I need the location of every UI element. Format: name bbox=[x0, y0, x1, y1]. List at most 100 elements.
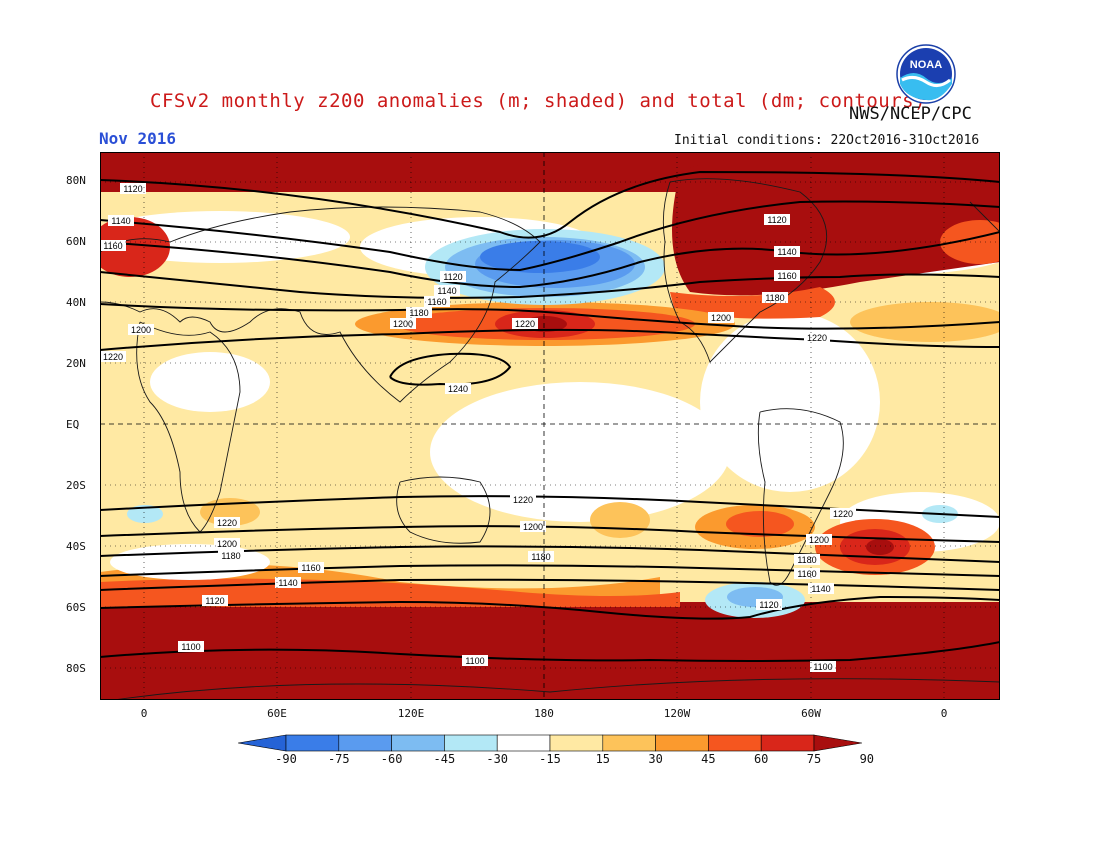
colorbar-cell bbox=[238, 734, 287, 752]
svg-text:1160: 1160 bbox=[301, 563, 320, 573]
colorbar-cell bbox=[391, 734, 445, 752]
lat-grid bbox=[100, 181, 1000, 669]
colorbar-cell bbox=[285, 734, 340, 752]
colorbar-cells bbox=[238, 734, 862, 752]
svg-text:1160: 1160 bbox=[427, 297, 446, 307]
contour-label: 1180 bbox=[218, 550, 244, 561]
colorbar-cell bbox=[549, 734, 604, 752]
contour-label: 1220 bbox=[214, 517, 240, 528]
lat-label: EQ bbox=[66, 418, 80, 431]
contour-label: 1200 bbox=[128, 324, 154, 335]
contour-label: 1100 bbox=[462, 655, 488, 666]
svg-text:1200: 1200 bbox=[809, 535, 829, 545]
contour-label: 1140 bbox=[275, 577, 301, 588]
svg-text:1180: 1180 bbox=[531, 552, 550, 562]
colorbar bbox=[238, 734, 862, 752]
colorbar-label: -90 bbox=[275, 752, 297, 766]
svg-text:1240: 1240 bbox=[448, 384, 468, 394]
contour-label: 1200 bbox=[806, 534, 832, 545]
svg-text:1200: 1200 bbox=[217, 539, 237, 549]
lat-label: 80N bbox=[66, 174, 86, 187]
contour-label: 1220 bbox=[830, 508, 856, 519]
svg-text:1220: 1220 bbox=[833, 509, 853, 519]
colorbar-label: 60 bbox=[753, 752, 769, 766]
svg-text:1120: 1120 bbox=[759, 600, 778, 610]
colorbar-label: 30 bbox=[648, 752, 663, 766]
colorbar-label: -75 bbox=[327, 752, 350, 766]
coastlines bbox=[100, 178, 1000, 700]
lon-label: 120W bbox=[663, 707, 691, 720]
contour-label: 1180 bbox=[406, 307, 432, 318]
contour-label: 1140 bbox=[434, 285, 460, 296]
contour-label: 1200 bbox=[520, 521, 546, 532]
lon-label: 60E bbox=[267, 707, 287, 720]
contour-label: 1160 bbox=[424, 296, 450, 307]
contour-label: 1140 bbox=[808, 583, 834, 594]
colorbar-cell bbox=[813, 734, 862, 752]
month-label: Nov 2016 bbox=[99, 129, 177, 148]
lat-label: 20N bbox=[66, 357, 86, 370]
svg-text:1140: 1140 bbox=[811, 584, 830, 594]
contour-label: 1120 bbox=[756, 599, 782, 610]
contour-label: 1160 bbox=[298, 562, 324, 573]
svg-text:1140: 1140 bbox=[278, 578, 297, 588]
svg-text:1120: 1120 bbox=[123, 184, 142, 194]
svg-text:1120: 1120 bbox=[767, 215, 786, 225]
lat-label: 60S bbox=[66, 601, 86, 614]
colorbar-cell bbox=[708, 734, 762, 752]
lon-label: 60W bbox=[801, 707, 821, 720]
contour-label: 1160 bbox=[774, 270, 800, 281]
contour-label: 1220 bbox=[512, 318, 538, 329]
contour-label: 1100 bbox=[810, 661, 836, 672]
colorbar-label: -60 bbox=[380, 752, 403, 766]
svg-text:1160: 1160 bbox=[797, 569, 816, 579]
lon-label: 180 bbox=[534, 707, 554, 720]
svg-text:1140: 1140 bbox=[777, 247, 796, 257]
contour-label: 1200 bbox=[708, 312, 734, 323]
contour-label: 1240 bbox=[445, 383, 471, 394]
svg-text:1200: 1200 bbox=[523, 522, 543, 532]
svg-text:1180: 1180 bbox=[409, 308, 428, 318]
svg-text:1100: 1100 bbox=[813, 662, 832, 672]
colorbar-label: -15 bbox=[539, 752, 561, 766]
svg-text:1220: 1220 bbox=[513, 495, 533, 505]
contour-label: 1120 bbox=[202, 595, 228, 606]
initial-conditions: Initial conditions: 22Oct2016-31Oct2016 bbox=[674, 133, 980, 148]
contour-labels: 1120 1140 1160 1200 1220 1120 1140 1160 … bbox=[100, 183, 856, 672]
anomaly-shading bbox=[100, 152, 1000, 700]
svg-text:1200: 1200 bbox=[393, 319, 413, 329]
anomaly-map: 1120 1140 1160 1200 1220 1120 1140 1160 … bbox=[100, 152, 1000, 700]
svg-text:1140: 1140 bbox=[437, 286, 456, 296]
lon-label: 120E bbox=[397, 707, 425, 720]
contour-label: 1120 bbox=[764, 214, 790, 225]
colorbar-label: 75 bbox=[806, 752, 822, 766]
org-label: NWS/NCEP/CPC bbox=[849, 104, 972, 124]
lon-label: 0 bbox=[940, 707, 948, 720]
noaa-logo: NOAA bbox=[896, 44, 956, 104]
lon-label: 0 bbox=[140, 707, 148, 720]
svg-text:1220: 1220 bbox=[217, 518, 237, 528]
svg-text:1160: 1160 bbox=[103, 241, 122, 251]
contour-label: 1220 bbox=[510, 494, 536, 505]
colorbar-cell bbox=[602, 734, 656, 752]
svg-text:1220: 1220 bbox=[515, 319, 535, 329]
svg-text:1100: 1100 bbox=[181, 642, 200, 652]
colorbar-cell bbox=[338, 734, 392, 752]
svg-text:1140: 1140 bbox=[111, 216, 130, 226]
lat-label: 80S bbox=[66, 662, 86, 675]
contour-label: 1160 bbox=[794, 568, 820, 579]
svg-text:1100: 1100 bbox=[465, 656, 484, 666]
chart-title: CFSv2 monthly z200 anomalies (m; shaded)… bbox=[150, 90, 927, 112]
colorbar-cell bbox=[496, 734, 551, 752]
contour-label: 1180 bbox=[794, 554, 820, 565]
contour-label: 1220 bbox=[100, 351, 126, 362]
contour-label: 1160 bbox=[100, 240, 126, 251]
lat-label: 40S bbox=[66, 540, 86, 553]
svg-text:1200: 1200 bbox=[711, 313, 731, 323]
contour-label: 1200 bbox=[214, 538, 240, 549]
svg-text:1160: 1160 bbox=[777, 271, 796, 281]
contour-label: 1140 bbox=[774, 246, 800, 257]
contour-label: 1180 bbox=[528, 551, 554, 562]
colorbar-label: -30 bbox=[486, 752, 509, 766]
contour-label: 1120 bbox=[440, 271, 466, 282]
